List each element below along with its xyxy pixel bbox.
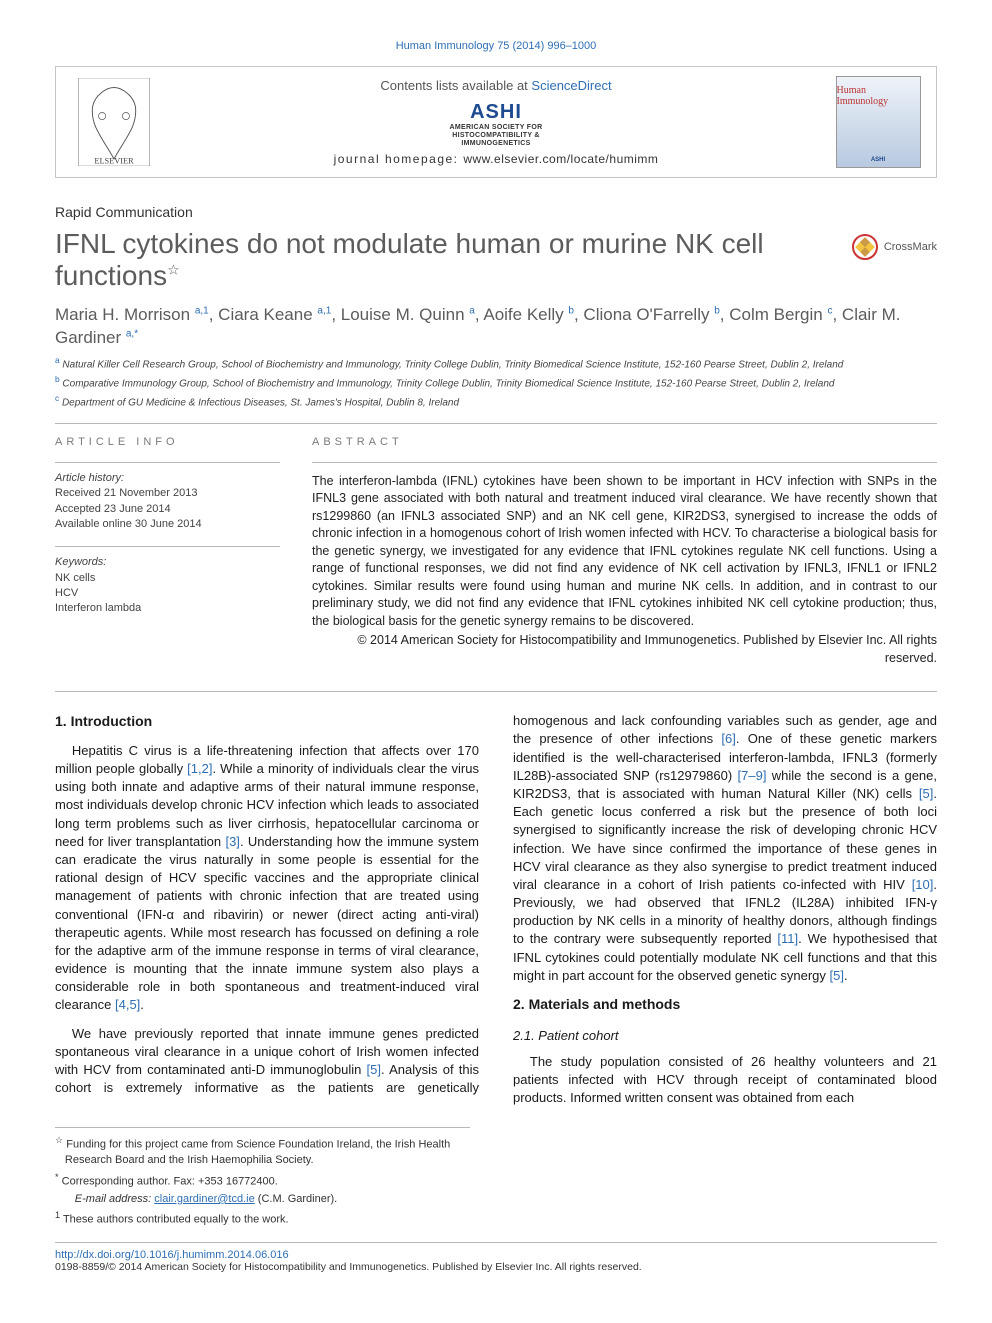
ashi-sub2: HISTOCOMPATIBILITY &: [450, 132, 543, 140]
ref-link[interactable]: [7–9]: [738, 768, 767, 783]
doi[interactable]: http://dx.doi.org/10.1016/j.humimm.2014.…: [55, 1242, 937, 1261]
keyword-1: NK cells: [55, 571, 280, 586]
ashi-logo: ASHI AMERICAN SOCIETY FOR HISTOCOMPATIBI…: [450, 101, 543, 147]
online-date: Available online 30 June 2014: [55, 517, 280, 532]
hp-prefix: journal homepage:: [334, 152, 464, 166]
ashi-sub1: AMERICAN SOCIETY FOR: [450, 124, 543, 132]
svg-text:ELSEVIER: ELSEVIER: [94, 157, 134, 166]
title-footnote-marker: ☆: [167, 262, 180, 278]
received-date: Received 21 November 2013: [55, 486, 280, 501]
ashi-name: ASHI: [450, 101, 543, 124]
sciencedirect-line: Contents lists available at ScienceDirec…: [160, 78, 832, 93]
article-info-column: article info Article history: Received 2…: [55, 436, 280, 668]
abstract-column: abstract The interferon-lambda (IFNL) cy…: [312, 436, 937, 668]
affiliations: a Natural Killer Cell Research Group, Sc…: [55, 354, 937, 410]
crossmark-icon: [852, 234, 878, 260]
journal-reference: Human Immunology 75 (2014) 996–1000: [55, 40, 937, 52]
affiliation-b: b Comparative Immunology Group, School o…: [55, 373, 937, 392]
banner-center: Contents lists available at ScienceDirec…: [160, 78, 832, 165]
sciencedirect-link[interactable]: ScienceDirect: [531, 78, 611, 93]
crossmark-badge[interactable]: CrossMark: [852, 234, 937, 260]
affiliation-a: a Natural Killer Cell Research Group, Sc…: [55, 354, 937, 373]
accepted-date: Accepted 23 June 2014: [55, 502, 280, 517]
footnote-email: E-mail address: clair.gardiner@tcd.ie (C…: [55, 1192, 470, 1207]
intro-para-1: Hepatitis C virus is a life-threatening …: [55, 742, 479, 1015]
abstract-text: The interferon-lambda (IFNL) cytokines h…: [312, 462, 937, 668]
hp-url[interactable]: www.elsevier.com/locate/humimm: [463, 152, 658, 166]
footnotes: ☆ Funding for this project came from Sci…: [55, 1127, 470, 1228]
journal-cover-title: Human Immunology: [837, 85, 920, 107]
email-link[interactable]: clair.gardiner@tcd.ie: [154, 1193, 254, 1205]
ref-link[interactable]: [1,2]: [187, 761, 212, 776]
article-info-head: article info: [55, 436, 280, 448]
abstract-copyright: © 2014 American Society for Histocompati…: [312, 632, 937, 667]
abstract-body: The interferon-lambda (IFNL) cytokines h…: [312, 474, 937, 628]
section-rule: [55, 691, 937, 692]
article-type: Rapid Communication: [55, 204, 937, 220]
footnote-funding: ☆ Funding for this project came from Sci…: [55, 1134, 470, 1168]
title-text: IFNL cytokines do not modulate human or …: [55, 228, 764, 291]
footnote-equal: 1 These authors contributed equally to t…: [55, 1209, 470, 1228]
ashi-sub3: IMMUNOGENETICS: [450, 140, 543, 148]
keywords-label: Keywords:: [55, 555, 280, 570]
keywords: Keywords: NK cells HCV Interferon lambda: [55, 546, 280, 617]
elsevier-logo: ELSEVIER: [68, 76, 160, 168]
ref-link[interactable]: [6]: [721, 731, 735, 746]
section-mm-head: 2. Materials and methods: [513, 995, 937, 1015]
section-mm-sub: 2.1. Patient cohort: [513, 1027, 937, 1045]
ref-link[interactable]: [10]: [912, 877, 934, 892]
abstract-head: abstract: [312, 436, 937, 448]
ref-link[interactable]: [5]: [830, 968, 844, 983]
section-intro-head: 1. Introduction: [55, 712, 479, 732]
crossmark-label: CrossMark: [884, 241, 937, 253]
affiliation-c: c Department of GU Medicine & Infectious…: [55, 392, 937, 411]
ref-link[interactable]: [3]: [225, 834, 239, 849]
authors: Maria H. Morrison a,1, Ciara Keane a,1, …: [55, 304, 937, 350]
mm-para-1: The study population consisted of 26 hea…: [513, 1053, 937, 1108]
ref-link[interactable]: [11]: [777, 931, 798, 946]
journal-cover: Human Immunology ASHI: [832, 76, 924, 168]
journal-banner: ELSEVIER Contents lists available at Sci…: [55, 66, 937, 178]
issn-copyright: 0198-8859/© 2014 American Society for Hi…: [55, 1261, 937, 1273]
keyword-2: HCV: [55, 586, 280, 601]
ref-link[interactable]: [5]: [919, 786, 933, 801]
keyword-3: Interferon lambda: [55, 601, 280, 616]
homepage-line: journal homepage: www.elsevier.com/locat…: [160, 152, 832, 166]
ref-link[interactable]: [4,5]: [115, 997, 140, 1012]
article-title: IFNL cytokines do not modulate human or …: [55, 228, 836, 292]
body-columns: 1. Introduction Hepatitis C virus is a l…: [55, 712, 937, 1107]
article-history: Article history: Received 21 November 20…: [55, 462, 280, 533]
rule: [55, 423, 937, 424]
sd-prefix: Contents lists available at: [380, 78, 531, 93]
journal-cover-ashi: ASHI: [871, 157, 885, 163]
history-label: Article history:: [55, 471, 280, 486]
footnote-corresponding: * Corresponding author. Fax: +353 167724…: [55, 1171, 470, 1190]
ref-link[interactable]: [5]: [367, 1062, 381, 1077]
